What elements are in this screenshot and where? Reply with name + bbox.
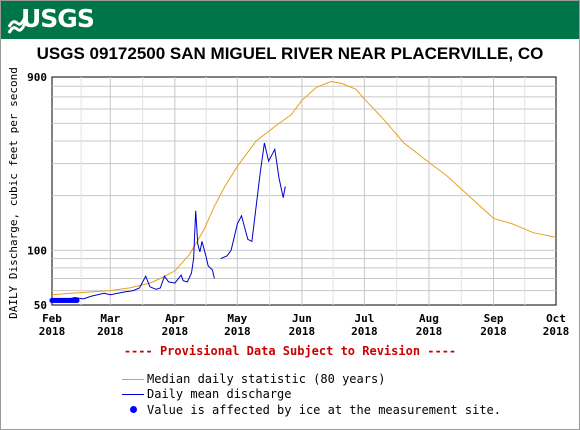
x-tick-month: Apr: [165, 312, 185, 325]
y-tick-labels: 50 100 900: [27, 71, 47, 312]
ice-marker-dot: [74, 297, 80, 304]
usgs-logo-icon: [7, 16, 27, 34]
x-tick-year: 2018: [289, 325, 316, 338]
x-tick-year: 2018: [97, 325, 124, 338]
x-tick-month: Jul: [354, 312, 374, 325]
x-tick-year: 2018: [480, 325, 507, 338]
median-line-icon: [120, 374, 146, 384]
x-tick-month: Oct: [546, 312, 566, 325]
x-tick-labels: Feb2018Mar2018Apr2018May2018Jun2018Jul20…: [39, 312, 570, 338]
legend-item-median: Median daily statistic (80 years): [120, 371, 501, 387]
daily-mean-line-icon: [120, 389, 146, 399]
y-axis-label: DAILY Discharge, cubic feet per second: [7, 67, 20, 319]
x-tick-month: Mar: [100, 312, 120, 325]
legend-label-ice: Value is affected by ice at the measurem…: [147, 402, 502, 417]
series-layer: [51, 80, 557, 301]
legend-item-daily-mean: Daily mean discharge: [120, 387, 501, 403]
usgs-banner: USGS: [1, 1, 579, 39]
x-tick-year: 2018: [416, 325, 443, 338]
usgs-logo-text: USGS: [21, 4, 95, 33]
median-series-line: [51, 80, 557, 296]
provisional-notice: ---- Provisional Data Subject to Revisio…: [123, 344, 457, 358]
y-tick-label: 100: [27, 244, 47, 257]
x-tick-month: Sep: [484, 312, 504, 325]
x-tick-year: 2018: [39, 325, 66, 338]
x-tick-year: 2018: [351, 325, 378, 338]
horizontal-gridlines: [52, 85, 556, 292]
x-tick-year: 2018: [162, 325, 189, 338]
y-tick-label: 50: [34, 299, 47, 312]
chart-title: USGS 09172500 SAN MIGUEL RIVER NEAR PLAC…: [36, 44, 544, 63]
x-tick-month: Jun: [292, 312, 312, 325]
x-tick-month: Aug: [419, 312, 439, 325]
ice-markers: [49, 297, 80, 304]
legend-label-median: Median daily statistic (80 years): [147, 371, 386, 386]
vertical-gridlines: [80, 77, 526, 305]
ice-dot-icon: [120, 405, 146, 415]
x-tick-year: 2018: [224, 325, 251, 338]
daily-mean-series-line: [52, 142, 286, 301]
x-tick-month: Feb: [42, 312, 62, 325]
plot-area: [51, 76, 557, 306]
legend: Median daily statistic (80 years) Daily …: [120, 371, 501, 418]
x-tick-month: May: [227, 312, 247, 325]
legend-label-daily-mean: Daily mean discharge: [147, 387, 292, 402]
y-tick-label: 900: [27, 71, 47, 84]
legend-item-ice: Value is affected by ice at the measurem…: [120, 402, 501, 418]
x-tick-year: 2018: [543, 325, 570, 338]
